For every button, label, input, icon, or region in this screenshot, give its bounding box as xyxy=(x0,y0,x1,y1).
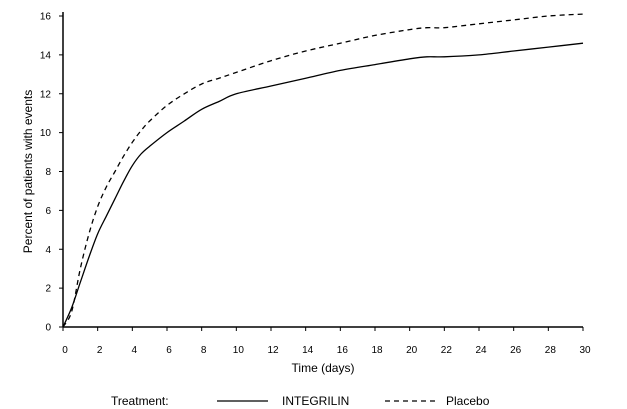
x-tick-label: 8 xyxy=(201,345,207,356)
y-tick-label: 16 xyxy=(40,12,52,23)
x-tick-label: 2 xyxy=(97,345,103,356)
x-tick-label: 24 xyxy=(475,345,487,356)
y-tick-label: 8 xyxy=(45,167,51,178)
x-tick-label: 18 xyxy=(371,345,383,356)
y-tick-label: 12 xyxy=(40,89,52,100)
series-line-integrilin xyxy=(62,42,584,328)
y-axis-title: Percent of patients with events xyxy=(21,90,35,253)
x-tick-label: 22 xyxy=(441,345,453,356)
x-tick-label: 20 xyxy=(406,345,418,356)
y-ticks: 0 2 4 6 8 10 12 14 16 xyxy=(40,12,63,334)
x-tick-label: 30 xyxy=(579,345,591,356)
legend-label-placebo: Placebo xyxy=(446,394,490,408)
plot-area xyxy=(62,13,584,328)
x-tick-label: 12 xyxy=(267,345,279,356)
y-tick-label: 6 xyxy=(45,206,51,217)
x-tick-label: 10 xyxy=(233,345,245,356)
legend: Treatment: INTEGRILIN Placebo xyxy=(111,394,490,408)
y-tick-label: 14 xyxy=(40,50,52,61)
legend-label-integrilin: INTEGRILIN xyxy=(282,394,349,408)
x-tick-label: 6 xyxy=(166,345,172,356)
x-ticks: 0 2 4 6 8 10 12 14 16 18 20 22 24 26 28 30 xyxy=(62,327,591,356)
y-tick-label: 2 xyxy=(45,284,51,295)
y-tick-label: 10 xyxy=(40,128,52,139)
x-tick-label: 16 xyxy=(337,345,349,356)
y-tick-label: 0 xyxy=(45,323,51,334)
series-line-placebo xyxy=(62,13,584,328)
x-tick-label: 0 xyxy=(62,345,68,356)
x-tick-label: 14 xyxy=(302,345,314,356)
x-tick-label: 28 xyxy=(545,345,557,356)
axes xyxy=(62,12,583,328)
x-axis-title: Time (days) xyxy=(292,361,355,375)
x-tick-label: 4 xyxy=(132,345,138,356)
legend-title: Treatment: xyxy=(111,394,169,408)
x-tick-label: 26 xyxy=(510,345,522,356)
y-tick-label: 4 xyxy=(45,245,51,256)
